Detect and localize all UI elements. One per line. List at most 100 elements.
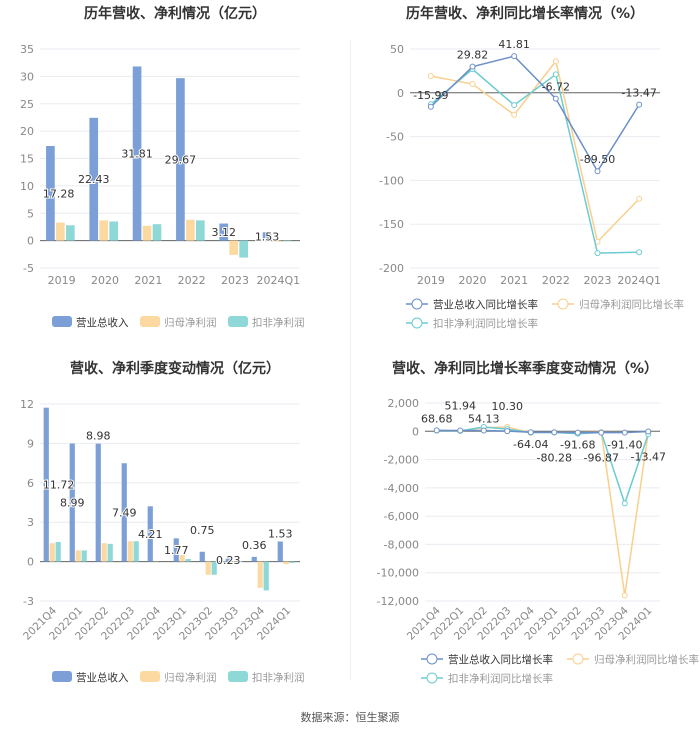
y-tick-label: -12,000: [377, 595, 419, 608]
bar-net-profit: [101, 543, 107, 562]
data-point: [527, 429, 534, 436]
data-label: -64.04: [513, 438, 548, 451]
bar-revenue: [46, 146, 55, 241]
bar-net-profit: [283, 561, 289, 565]
data-point: [552, 95, 559, 102]
data-point: [574, 429, 581, 436]
bar-net-profit: [231, 561, 237, 563]
chart3-title: 营收、净利季度变动情况（亿元）: [70, 361, 280, 377]
legend-marker-icon: [572, 653, 584, 665]
data-label: 1.53: [268, 528, 293, 541]
legend-marker-icon: [426, 653, 438, 665]
bar-deducted-profit: [81, 550, 87, 562]
legend-label: 归母净利润同比增长率: [594, 653, 699, 666]
data-point: [621, 592, 628, 599]
legend-swatch: [228, 671, 248, 682]
x-tick-label: 2022: [542, 274, 570, 287]
x-tick-label: 2020: [91, 274, 119, 287]
data-point: [511, 111, 518, 118]
data-label: 4.21: [138, 528, 163, 541]
data-label: -91.68: [560, 439, 595, 452]
bar-deducted-profit: [66, 225, 75, 241]
bar-net-profit: [272, 240, 282, 242]
legend-label: 营业总收入: [76, 671, 129, 684]
legend-label: 营业总收入同比增长率: [448, 653, 553, 666]
bar-net-profit: [179, 555, 185, 562]
data-label: 3.12: [211, 226, 236, 239]
data-label: -80.28: [537, 451, 572, 464]
bar-deducted-profit: [239, 240, 248, 258]
bar-net-profit: [99, 220, 109, 241]
y-tick-label: 25: [20, 98, 34, 111]
data-label: -91.40: [607, 439, 642, 452]
legend-label: 扣非净利润: [252, 671, 305, 684]
data-label: 0.75: [190, 524, 215, 537]
chart4-title: 营收、净利同比增长率季度变动情况（%）: [391, 361, 659, 377]
data-label: -6.72: [542, 81, 570, 94]
data-label: 1.53: [255, 230, 280, 243]
legend-label: 扣非净利润同比增长率: [448, 672, 553, 685]
legend-label: 归母净利润同比增长率: [579, 298, 684, 311]
data-point: [469, 63, 476, 70]
bar-revenue: [121, 463, 127, 562]
y-tick-label: -5: [23, 262, 34, 275]
data-label: 29.82: [457, 49, 489, 62]
bar-net-profit: [186, 219, 195, 241]
bar-deducted-profit: [109, 221, 118, 241]
data-label: 51.94: [445, 400, 477, 413]
data-label: -89.50: [580, 153, 615, 166]
chart1-title: 历年营收、净利情况（亿元）: [84, 6, 266, 22]
legend-marker-icon: [411, 317, 423, 329]
x-tick-label: 2022: [178, 274, 206, 287]
legend-label: 营业总收入同比增长率: [433, 298, 538, 311]
data-point: [636, 249, 643, 256]
series-line: [430, 59, 640, 244]
data-label: 8.99: [60, 497, 85, 510]
data-label: 11.72: [43, 479, 75, 492]
y-tick-label: -200: [379, 262, 404, 275]
bar-net-profit: [49, 543, 55, 562]
data-point: [598, 429, 605, 436]
y-tick-label: -3: [23, 595, 34, 608]
data-label: 0.23: [216, 554, 241, 567]
bar-deducted-profit: [237, 560, 243, 562]
bar-deducted-profit: [289, 561, 295, 563]
y-tick-label: 20: [20, 125, 34, 138]
data-point: [645, 428, 652, 435]
series-line: [430, 55, 640, 173]
y-tick-label: -100: [379, 174, 404, 187]
data-point: [594, 168, 601, 175]
y-tick-label: 30: [20, 70, 34, 83]
bar-deducted-profit: [211, 561, 217, 575]
bar-revenue: [219, 223, 229, 241]
bar-net-profit: [229, 240, 239, 255]
legend-label: 扣非净利润: [252, 316, 305, 329]
bar-deducted-profit: [55, 541, 61, 562]
bar-net-profit: [56, 222, 65, 241]
legend-marker-icon: [557, 298, 569, 310]
y-tick-label: 0: [27, 556, 34, 569]
data-point: [511, 53, 518, 60]
y-tick-label: -4,000: [384, 482, 419, 495]
bar-deducted-profit: [152, 224, 162, 241]
data-point: [636, 195, 643, 202]
legend-label: 归母净利润: [164, 671, 217, 684]
data-point: [511, 102, 518, 109]
data-label: 1.77: [164, 544, 189, 557]
bar-revenue: [251, 556, 257, 562]
y-tick-label: -50: [386, 131, 404, 144]
bar-deducted-profit: [263, 561, 269, 591]
data-point: [621, 500, 628, 507]
bar-revenue: [277, 541, 283, 562]
bar-deducted-profit: [196, 220, 205, 241]
y-tick-label: 6: [27, 477, 34, 490]
bar-deducted-profit: [133, 541, 139, 562]
x-tick-label: 2023: [584, 274, 612, 287]
bar-deducted-profit: [282, 240, 292, 242]
x-tick-label: 2019: [48, 274, 76, 287]
data-label: -13.47: [621, 87, 656, 100]
bar-revenue: [176, 78, 185, 241]
data-label: 68.68: [421, 412, 453, 425]
legend-swatch: [52, 671, 72, 682]
data-label: 10.30: [492, 400, 524, 413]
